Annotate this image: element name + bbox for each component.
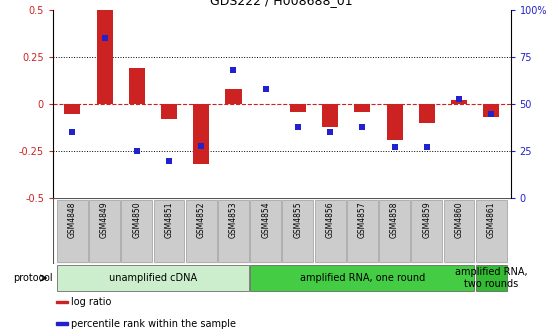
Point — [229, 68, 238, 73]
Bar — [193, 104, 209, 164]
Point — [294, 124, 302, 129]
FancyBboxPatch shape — [476, 265, 507, 291]
Title: GDS222 / H008688_01: GDS222 / H008688_01 — [210, 0, 353, 7]
Bar — [56, 301, 68, 303]
Text: amplified RNA,
two rounds: amplified RNA, two rounds — [455, 267, 527, 289]
Point — [455, 96, 464, 101]
Bar — [97, 10, 113, 104]
Text: GSM4850: GSM4850 — [132, 202, 141, 238]
Text: GSM4854: GSM4854 — [261, 202, 270, 238]
Bar — [354, 104, 371, 112]
Point — [390, 145, 399, 150]
Point — [261, 86, 270, 92]
FancyBboxPatch shape — [411, 200, 442, 262]
FancyBboxPatch shape — [153, 200, 185, 262]
Text: GSM4855: GSM4855 — [294, 202, 302, 238]
Bar — [418, 104, 435, 123]
Point — [68, 130, 77, 135]
Text: amplified RNA, one round: amplified RNA, one round — [300, 273, 425, 283]
Text: GSM4861: GSM4861 — [487, 202, 496, 238]
Text: protocol: protocol — [13, 273, 53, 283]
Text: GSM4858: GSM4858 — [390, 202, 399, 238]
Bar — [483, 104, 499, 117]
Text: log ratio: log ratio — [71, 297, 111, 307]
FancyBboxPatch shape — [282, 200, 314, 262]
Text: GSM4859: GSM4859 — [422, 202, 431, 238]
Point — [197, 143, 206, 148]
Bar — [161, 104, 177, 119]
FancyBboxPatch shape — [347, 200, 378, 262]
Text: GSM4856: GSM4856 — [326, 202, 335, 238]
Point — [100, 36, 109, 41]
Point — [358, 124, 367, 129]
Bar — [290, 104, 306, 112]
FancyBboxPatch shape — [89, 200, 120, 262]
FancyBboxPatch shape — [186, 200, 217, 262]
Text: GSM4852: GSM4852 — [197, 202, 206, 238]
Point — [487, 111, 496, 116]
Bar — [322, 104, 338, 127]
FancyBboxPatch shape — [250, 265, 474, 291]
Point — [326, 130, 335, 135]
FancyBboxPatch shape — [57, 200, 88, 262]
Point — [422, 145, 431, 150]
Text: GSM4848: GSM4848 — [68, 202, 77, 238]
Bar — [451, 100, 467, 104]
Point — [165, 158, 174, 163]
FancyBboxPatch shape — [444, 200, 474, 262]
Text: unamplified cDNA: unamplified cDNA — [109, 273, 197, 283]
Bar — [225, 89, 242, 104]
Bar — [64, 104, 80, 114]
FancyBboxPatch shape — [379, 200, 410, 262]
FancyBboxPatch shape — [57, 265, 249, 291]
FancyBboxPatch shape — [218, 200, 249, 262]
Text: GSM4849: GSM4849 — [100, 202, 109, 238]
FancyBboxPatch shape — [476, 200, 507, 262]
Point — [132, 149, 141, 154]
Text: GSM4853: GSM4853 — [229, 202, 238, 238]
Bar — [56, 323, 68, 325]
Bar — [129, 69, 145, 104]
FancyBboxPatch shape — [250, 200, 281, 262]
FancyBboxPatch shape — [121, 200, 152, 262]
Text: GSM4851: GSM4851 — [165, 202, 174, 238]
Text: GSM4860: GSM4860 — [455, 202, 464, 238]
FancyBboxPatch shape — [315, 200, 345, 262]
Text: percentile rank within the sample: percentile rank within the sample — [71, 319, 235, 329]
Bar — [387, 104, 403, 140]
Text: GSM4857: GSM4857 — [358, 202, 367, 238]
